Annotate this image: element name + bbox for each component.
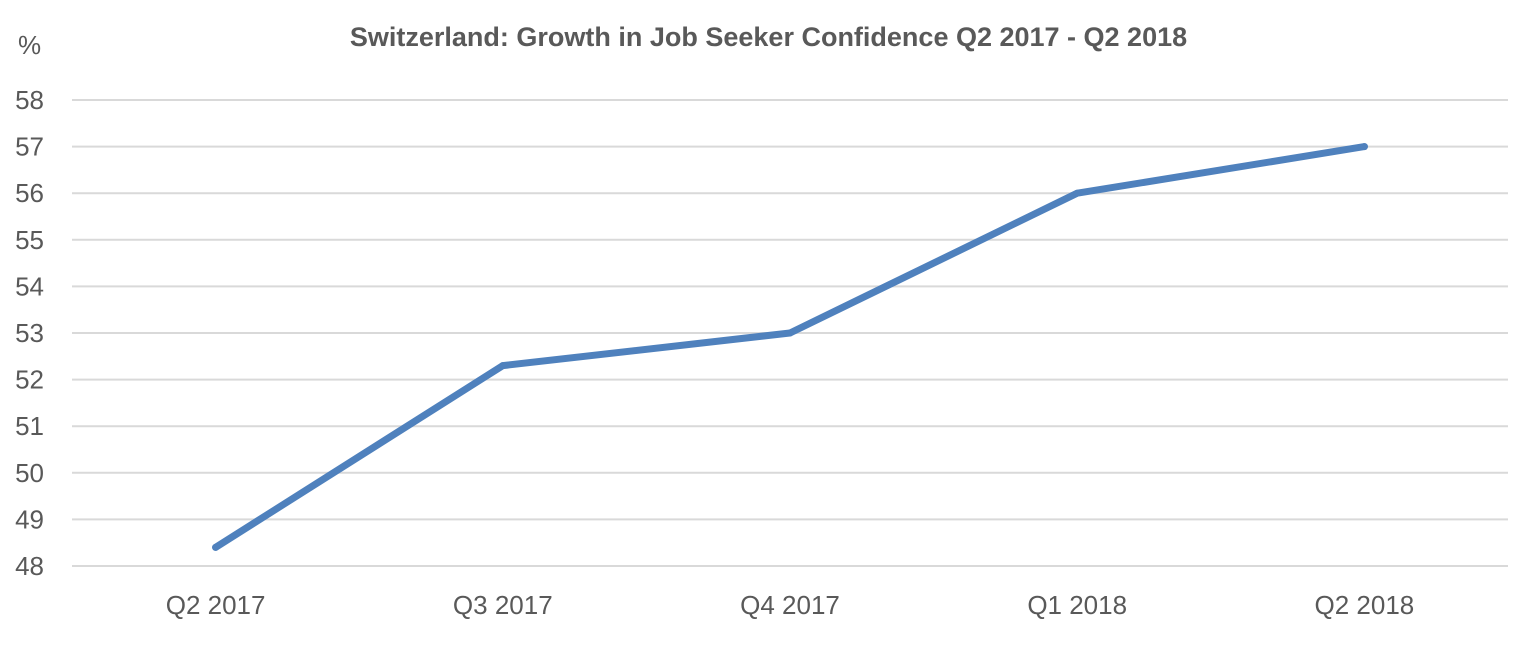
data-point: [212, 543, 220, 551]
y-axis-unit-label: %: [18, 30, 42, 60]
x-tick-label: Q1 2018: [1027, 590, 1127, 620]
x-tick-label: Q2 2017: [166, 590, 266, 620]
data-point: [1073, 189, 1081, 197]
data-point: [1360, 143, 1368, 151]
y-tick-label: 52: [15, 365, 44, 395]
x-tick-label: Q4 2017: [740, 590, 840, 620]
y-tick-label: 57: [15, 132, 44, 162]
y-tick-label: 58: [15, 85, 44, 115]
chart-title: Switzerland: Growth in Job Seeker Confid…: [349, 22, 1188, 52]
series-lines: [212, 143, 1368, 551]
y-tick-label: 55: [15, 225, 44, 255]
y-tick-label: 53: [15, 318, 44, 348]
x-tick-label: Q2 2018: [1315, 590, 1415, 620]
y-tick-label: 48: [15, 551, 44, 581]
x-axis-ticks: Q2 2017 Q3 2017 Q4 2017 Q1 2018 Q2 2018: [166, 590, 1415, 620]
y-axis-ticks: 48 49 50 51 52 53 54 55 56 57 58: [15, 85, 44, 581]
x-tick-label: Q3 2017: [453, 590, 553, 620]
y-tick-label: 54: [15, 271, 44, 301]
y-tick-label: 51: [15, 411, 44, 441]
series-line: [212, 143, 1368, 551]
y-tick-label: 49: [15, 504, 44, 534]
data-point: [499, 362, 507, 370]
y-tick-label: 50: [15, 458, 44, 488]
data-point: [786, 329, 794, 337]
y-tick-label: 56: [15, 178, 44, 208]
